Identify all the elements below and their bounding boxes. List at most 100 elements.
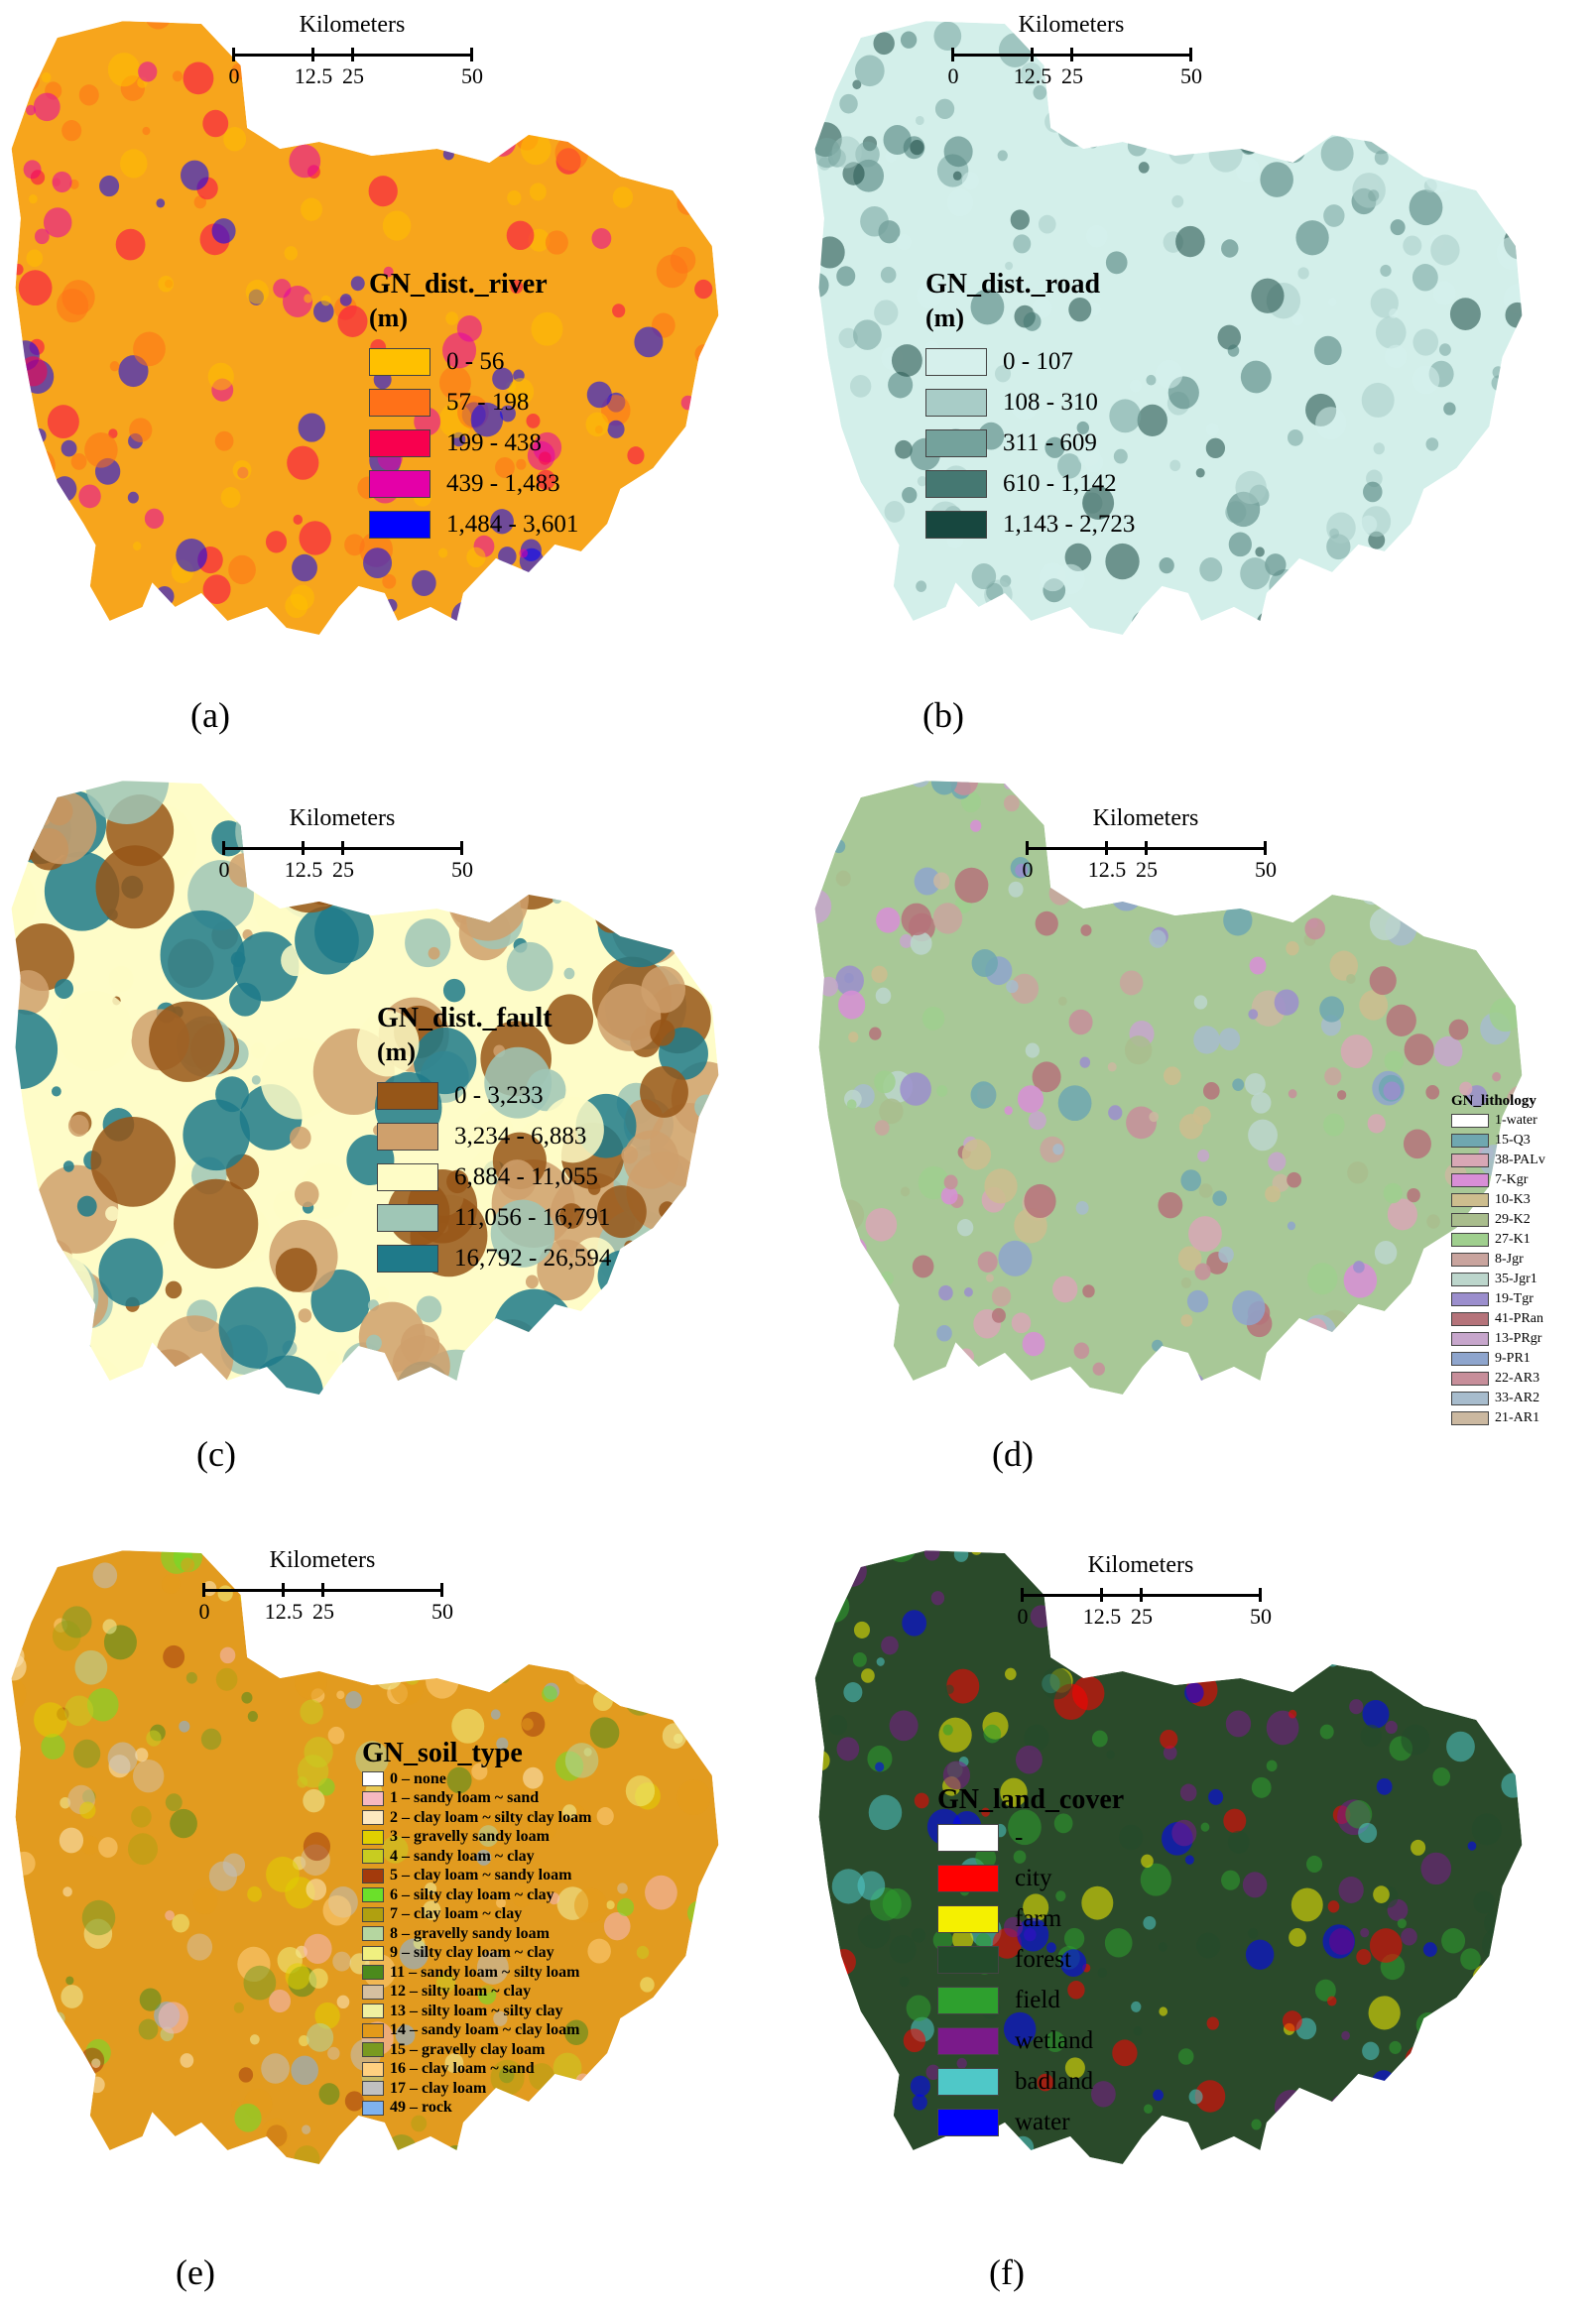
legend-item: 1,484 - 3,601 bbox=[369, 504, 578, 545]
panel-caption: (a) bbox=[190, 695, 230, 735]
legend-item: water bbox=[937, 2102, 1124, 2142]
legend-item: 3,234 - 6,883 bbox=[377, 1116, 611, 1156]
legend-item: 8-Jgr bbox=[1451, 1250, 1545, 1270]
legend-item: 16,792 - 26,594 bbox=[377, 1238, 611, 1278]
panel-caption: (c) bbox=[196, 1434, 236, 1474]
legend-item: 6,884 - 11,055 bbox=[377, 1156, 611, 1197]
legend-swatch bbox=[937, 1864, 999, 1892]
scale-tick-label: 12.5 bbox=[284, 857, 323, 882]
legend-label: 11 – sandy loam ~ silty loam bbox=[390, 1963, 580, 1981]
scale-tick bbox=[1105, 841, 1108, 855]
legend-swatch bbox=[1451, 1193, 1489, 1207]
panel-land-cover: Kilometers 0 12.5 25 50 GN_land_cover - city far… bbox=[798, 1539, 1596, 2308]
legend-swatch bbox=[937, 1904, 999, 1933]
legend-item: 57 - 198 bbox=[369, 382, 578, 423]
scale-tick bbox=[222, 841, 225, 855]
legend: GN_dist._road (m) 0 - 107 108 - 310 311 - 60… bbox=[925, 268, 1135, 545]
scale-tick bbox=[951, 48, 954, 61]
legend-item: 41-PRan bbox=[1451, 1309, 1545, 1329]
legend-item: 14 – sandy loam ~ clay loam bbox=[362, 2021, 591, 2041]
scale-tick bbox=[341, 841, 344, 855]
legend-swatch bbox=[937, 2067, 999, 2096]
scale-tick-label: 0 bbox=[198, 1599, 210, 1624]
legend-item: 33-AR2 bbox=[1451, 1389, 1545, 1408]
legend-swatch bbox=[362, 1984, 384, 2000]
legend-item: 8 – gravelly sandy loam bbox=[362, 1924, 591, 1944]
legend-title: GN_dist._river bbox=[369, 269, 548, 300]
legend-label: 311 - 609 bbox=[1003, 428, 1097, 456]
scale-tick bbox=[1070, 48, 1073, 61]
legend-item: 7 – clay loam ~ clay bbox=[362, 1905, 591, 1925]
legend-label: 9-PR1 bbox=[1495, 1351, 1531, 1366]
scale-tick bbox=[1264, 841, 1267, 855]
legend-label: 21-AR1 bbox=[1495, 1410, 1540, 1425]
scale-tick-label: 0 bbox=[228, 63, 240, 88]
legend-swatch bbox=[925, 347, 987, 376]
legend-swatch bbox=[1451, 1411, 1489, 1425]
legend-item: 13-PRgr bbox=[1451, 1329, 1545, 1349]
legend-swatch bbox=[377, 1122, 438, 1151]
map-f bbox=[814, 1550, 1523, 2164]
legend-item: 9-PR1 bbox=[1451, 1349, 1545, 1369]
legend-item: 439 - 1,483 bbox=[369, 463, 578, 504]
scale-tick-label: 0 bbox=[947, 63, 959, 88]
legend-item: 21-AR1 bbox=[1451, 1408, 1545, 1428]
legend-label: 1,143 - 2,723 bbox=[1003, 510, 1136, 538]
legend-item: badland bbox=[937, 2061, 1124, 2102]
legend-item: 11,056 - 16,791 bbox=[377, 1197, 611, 1238]
legend-label: farm bbox=[1015, 1904, 1062, 1932]
legend-swatch bbox=[362, 1790, 384, 1806]
legend-label: 10-K3 bbox=[1495, 1192, 1531, 1207]
scale-tick bbox=[1189, 48, 1192, 61]
scale-tick-label: 12.5 bbox=[1082, 1604, 1122, 1629]
legend-item: wetland bbox=[937, 2020, 1124, 2061]
legend-label: 610 - 1,142 bbox=[1003, 469, 1117, 497]
legend-label: 41-PRan bbox=[1495, 1311, 1543, 1326]
legend-title: GN_land_cover bbox=[937, 1784, 1125, 1815]
legend-item: 15 – gravelly clay loam bbox=[362, 2040, 591, 2060]
scale-bar: Kilometers 0 12.5 25 50 bbox=[208, 805, 476, 885]
legend-swatch bbox=[925, 469, 987, 498]
legend-item: 1-water bbox=[1451, 1111, 1545, 1131]
legend-swatch bbox=[362, 1829, 384, 1845]
scale-tick bbox=[1031, 48, 1034, 61]
legend-label: 0 - 3,233 bbox=[454, 1081, 544, 1109]
legend-swatch bbox=[925, 510, 987, 539]
legend-swatch bbox=[937, 2026, 999, 2055]
legend-title: GN_lithology bbox=[1451, 1093, 1536, 1109]
scale-tick bbox=[311, 48, 314, 61]
legend-label: 35-Jgr1 bbox=[1495, 1272, 1537, 1286]
scale-units-label: Kilometers bbox=[269, 1547, 376, 1573]
scale-bar: Kilometers 0 12.5 25 50 bbox=[937, 12, 1205, 91]
legend-item: 38-PALv bbox=[1451, 1151, 1545, 1170]
legend-title: GN_dist._fault bbox=[377, 1003, 552, 1033]
legend-label: - bbox=[1015, 1823, 1024, 1851]
legend-swatch bbox=[362, 1906, 384, 1922]
scale-tick bbox=[202, 1583, 205, 1597]
legend-label: field bbox=[1015, 1986, 1060, 2013]
legend-item: farm bbox=[937, 1898, 1124, 1939]
legend: GN_land_cover - city farm forest field wetland… bbox=[937, 1783, 1124, 2142]
legend-swatch bbox=[362, 1887, 384, 1903]
legend-label: 7 – clay loam ~ clay bbox=[390, 1905, 523, 1923]
legend-label: 13-PRgr bbox=[1495, 1331, 1542, 1346]
legend-label: 17 – clay loam bbox=[390, 2079, 487, 2097]
scale-tick bbox=[1100, 1588, 1103, 1602]
legend-item: 108 - 310 bbox=[925, 382, 1135, 423]
scale-tick-label: 25 bbox=[1136, 857, 1158, 882]
legend: GN_dist._fault (m) 0 - 3,233 3,234 - 6,883 6… bbox=[377, 1002, 611, 1278]
legend-label: 108 - 310 bbox=[1003, 388, 1098, 416]
legend-label: forest bbox=[1015, 1945, 1071, 1973]
legend-item: 2 – clay loam ~ silty clay loam bbox=[362, 1808, 591, 1828]
legend-item: 17 – clay loam bbox=[362, 2079, 591, 2099]
legend-label: 27-K1 bbox=[1495, 1232, 1531, 1247]
panel-caption: (e) bbox=[176, 2252, 215, 2292]
legend-item: 0 - 107 bbox=[925, 341, 1135, 382]
scale-tick-label: 25 bbox=[332, 857, 354, 882]
legend-item: 0 – none bbox=[362, 1769, 591, 1789]
legend-swatch bbox=[362, 2100, 384, 2116]
legend-swatch bbox=[1451, 1332, 1489, 1346]
legend-item: 10-K3 bbox=[1451, 1190, 1545, 1210]
legend-swatch bbox=[937, 1823, 999, 1852]
scale-tick-label: 25 bbox=[342, 63, 364, 88]
